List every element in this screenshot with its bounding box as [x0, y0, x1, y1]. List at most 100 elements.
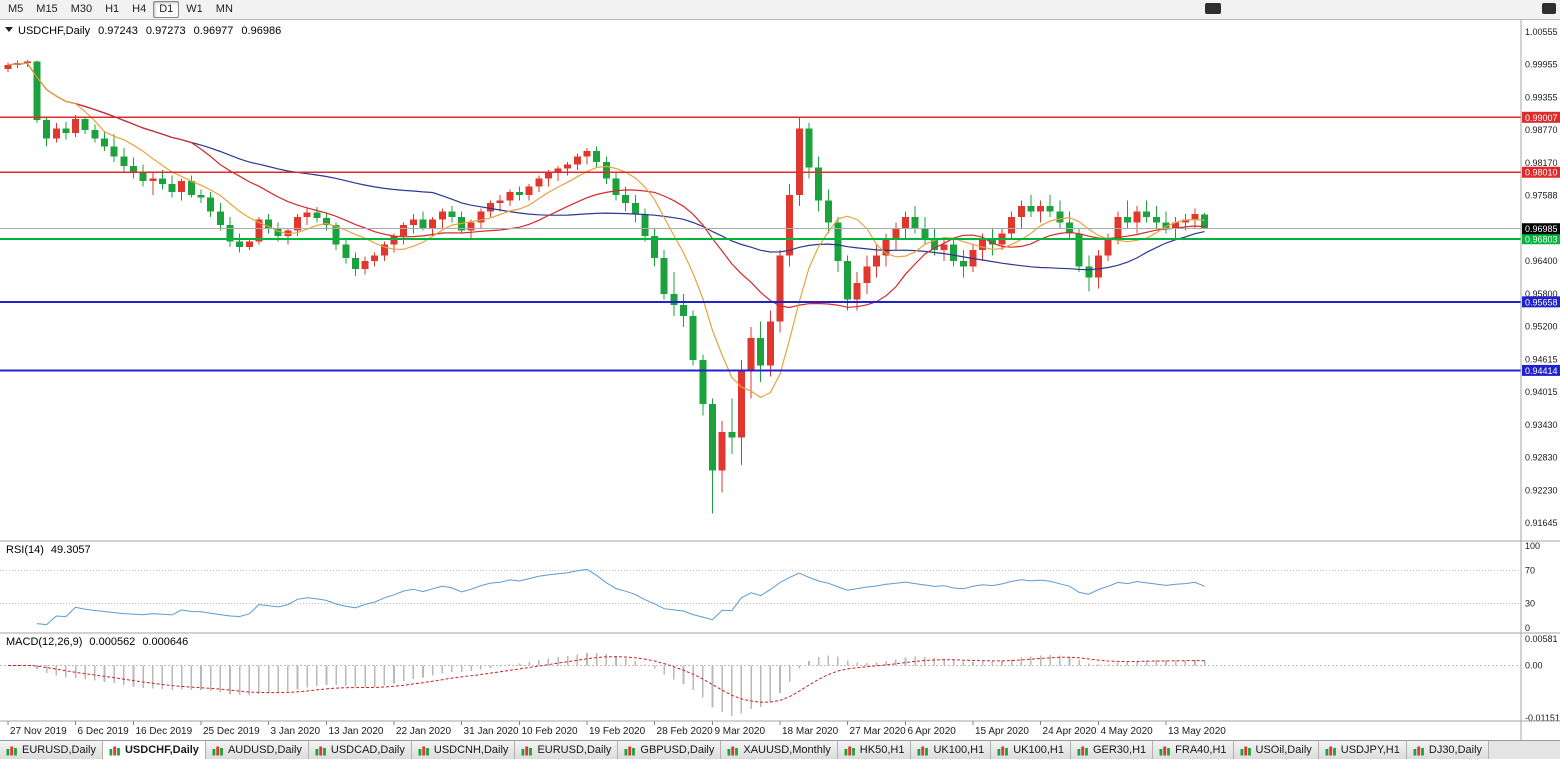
- macd-scale-label: 0.00581: [1525, 634, 1558, 644]
- price-badge: [1522, 364, 1560, 376]
- chart-tab-hk50-h1[interactable]: HK50,H1: [837, 741, 912, 759]
- timeframe-button-d1[interactable]: D1: [153, 1, 180, 18]
- tab-label: DJ30,Daily: [1428, 744, 1483, 756]
- tab-label: GER30,H1: [1092, 744, 1147, 756]
- chart-tabbar: EURUSD,Daily USDCHF,Daily AUDUSD,Daily USDC…: [0, 740, 1560, 759]
- price-badge-label: 0.99007: [1525, 113, 1558, 123]
- price-badge: [1522, 166, 1560, 178]
- date-label: 18 Mar 2020: [782, 726, 839, 737]
- timeframe-button-mn[interactable]: MN: [215, 3, 233, 15]
- price-scale-label: 0.94015: [1525, 387, 1558, 397]
- tab-chart-icon: [624, 746, 636, 755]
- tab-chart-icon: [212, 746, 223, 755]
- price-scale-label: 0.94615: [1525, 354, 1558, 364]
- price-scale-label: 0.97588: [1525, 191, 1558, 201]
- chart-tab-uk100-h1[interactable]: UK100,H1: [991, 741, 1071, 759]
- rsi-scale-label: 70: [1525, 566, 1535, 576]
- date-label: 19 Feb 2020: [589, 726, 646, 737]
- chart-tab-audusd-daily[interactable]: AUDUSD,Daily: [205, 741, 309, 759]
- tab-chart-icon: [727, 746, 739, 755]
- date-label: 25 Dec 2019: [203, 726, 260, 737]
- tab-label: USDCHF,Daily: [124, 744, 199, 756]
- tab-chart-icon: [109, 746, 120, 755]
- chart-tab-usdjpy-h1[interactable]: USDJPY,H1: [1318, 741, 1407, 759]
- chart-tab-usdcad-daily[interactable]: USDCAD,Daily: [308, 741, 412, 759]
- timeframe-button-h4[interactable]: H4: [132, 3, 147, 15]
- chart-tab-gbpusd-daily[interactable]: GBPUSD,Daily: [618, 741, 722, 759]
- tab-chart-icon: [844, 746, 855, 755]
- chart-tab-eurusd-daily[interactable]: EURUSD,Daily: [0, 741, 103, 759]
- rsi-indicator-label: RSI(14) 49.3057: [6, 544, 91, 556]
- main-chart[interactable]: 1.00555 0.99955 0.99355 0.98770 0.98170 0.975…: [0, 20, 1560, 740]
- tab-chart-icon: [1159, 746, 1171, 755]
- ma-line-20: [7, 62, 1205, 309]
- symbol-dropdown-triangle-icon[interactable]: [5, 27, 13, 32]
- chart-tab-fra40-h1[interactable]: FRA40,H1: [1153, 741, 1234, 759]
- candles-layer: [4, 59, 1209, 514]
- price-scale-label: 1.00555: [1525, 27, 1558, 37]
- tab-label: UK100,H1: [1013, 744, 1064, 756]
- macd-indicator-label: MACD(12,26,9) 0.000562 0.000646: [6, 636, 188, 648]
- date-label: 27 Mar 2020: [850, 726, 907, 737]
- price-scale-label: 0.99355: [1525, 92, 1558, 102]
- chart-symbol-info: USDCHF,Daily 0.97243 0.97273 0.96977 0.96986: [18, 25, 281, 37]
- chart-tab-dj30-daily[interactable]: DJ30,Daily: [1406, 741, 1490, 759]
- chart-tab-usoil-daily[interactable]: USOil,Daily: [1233, 741, 1319, 759]
- macd-signal-line: [8, 656, 1205, 703]
- tab-label: UK100,H1: [933, 744, 985, 756]
- price-scale-label: 0.95200: [1525, 322, 1558, 332]
- tab-chart-icon: [418, 746, 429, 755]
- tab-chart-icon: [1325, 746, 1336, 755]
- toolbar-dark-icon[interactable]: [1205, 3, 1221, 14]
- tab-label: USDCAD,Daily: [330, 744, 405, 756]
- ma-line-8: [7, 62, 1205, 399]
- price-scale-label: 0.92230: [1525, 485, 1558, 495]
- tab-label: HK50,H1: [859, 744, 905, 756]
- price-badge: [1522, 233, 1560, 245]
- rsi-scale-label: 100: [1525, 541, 1540, 551]
- chart-tab-usdchf-daily[interactable]: USDCHF,Daily: [102, 741, 206, 759]
- price-badge-label: 0.98010: [1525, 168, 1558, 178]
- date-label: 6 Dec 2019: [78, 726, 130, 737]
- chart-tab-xauusd-monthly[interactable]: XAUUSD,Monthly: [721, 741, 838, 759]
- chart-tab-ger30-h1[interactable]: GER30,H1: [1070, 741, 1154, 759]
- date-label: 6 Apr 2020: [907, 726, 956, 737]
- toolbar-corner-icon[interactable]: [1542, 3, 1556, 14]
- tab-label: GBPUSD,Daily: [640, 744, 715, 756]
- date-label: 9 Mar 2020: [714, 726, 765, 737]
- tab-label: EURUSD,Daily: [22, 744, 96, 756]
- timeframe-toolbar: M5 M15 M30 H1 H4 D1 W1 MN: [0, 0, 1560, 20]
- tab-chart-icon: [997, 746, 1009, 755]
- date-label: 15 Apr 2020: [975, 726, 1029, 737]
- chart-tab-usdcnh-daily[interactable]: USDCNH,Daily: [411, 741, 516, 759]
- tab-chart-icon: [6, 746, 17, 755]
- tab-label: EURUSD,Daily: [537, 744, 612, 756]
- price-scale-label: 0.99955: [1525, 60, 1558, 70]
- timeframe-button-w1[interactable]: W1: [186, 3, 203, 15]
- date-label: 31 Jan 2020: [464, 726, 519, 737]
- macd-histogram: [16, 652, 1206, 716]
- rsi-line: [36, 568, 1205, 626]
- timeframe-button-h1[interactable]: H1: [105, 3, 120, 15]
- tab-label: AUDUSD,Daily: [227, 744, 302, 756]
- price-badge-label: 0.95658: [1525, 297, 1558, 307]
- timeframe-button-m30[interactable]: M30: [70, 3, 93, 15]
- date-label: 3 Jan 2020: [271, 726, 321, 737]
- date-label: 13 Jan 2020: [328, 726, 383, 737]
- price-scale-label: 0.91645: [1525, 518, 1558, 528]
- price-scale-label: 0.96400: [1525, 256, 1558, 266]
- price-scale-label: 0.93430: [1525, 420, 1558, 430]
- timeframe-button-m5[interactable]: M5: [8, 3, 24, 15]
- chart-tab-eurusd-daily[interactable]: EURUSD,Daily: [515, 741, 619, 759]
- tab-chart-icon: [1077, 746, 1088, 755]
- timeframe-button-m15[interactable]: M15: [36, 3, 58, 15]
- price-badge: [1522, 296, 1560, 308]
- date-label: 22 Jan 2020: [396, 726, 451, 737]
- chart-tab-uk100-h1[interactable]: UK100,H1: [911, 741, 992, 759]
- price-badge-label: 0.94414: [1525, 366, 1558, 376]
- tab-label: USOil,Daily: [1255, 744, 1312, 756]
- tab-chart-icon: [521, 746, 533, 755]
- tab-chart-icon: [917, 746, 929, 755]
- tab-label: USDJPY,H1: [1340, 744, 1400, 756]
- date-label: 16 Dec 2019: [135, 726, 192, 737]
